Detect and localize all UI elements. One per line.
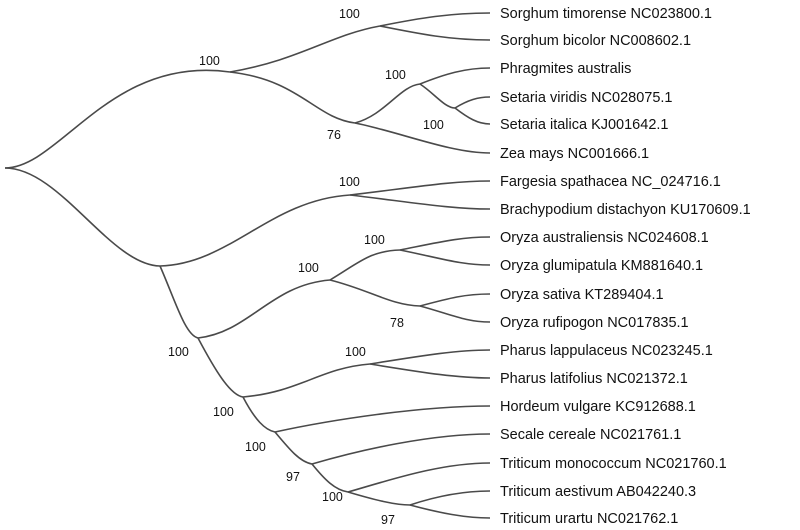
branch-to-oryza [197, 279, 331, 339]
taxon-label: Secale cereale NC021761.1 [500, 427, 681, 443]
taxon-label: Oryza rufipogon NC017835.1 [500, 315, 689, 331]
support-value-sorghum: 100 [339, 7, 360, 21]
branch-secale [311, 433, 491, 465]
support-value-fargesia-brachy: 100 [339, 175, 360, 189]
branch-panicoid-zea-group [229, 71, 356, 124]
branch-triticum-urartu [409, 504, 491, 519]
support-value-setaria: 100 [423, 118, 444, 132]
branch-to-setaria [419, 83, 456, 109]
branch-panicoid-sorghum [229, 25, 381, 73]
branch-pharus-latifolius [369, 363, 491, 379]
taxon-label: Triticum aestivum AB042240.3 [500, 484, 696, 500]
support-value-pooid-c: 97 [286, 470, 300, 484]
support-value-pooid-b: 100 [245, 440, 266, 454]
support-value-oryza-a: 100 [364, 233, 385, 247]
branch-triticum-monococcum [347, 462, 491, 493]
support-value-setaria-phragmites: 100 [385, 68, 406, 82]
support-value-triticum: 100 [322, 490, 343, 504]
taxon-label: Sorghum bicolor NC008602.1 [500, 33, 691, 49]
branch-oryza-sativa [419, 293, 491, 307]
taxon-label: Pharus latifolius NC021372.1 [500, 371, 688, 387]
taxon-label: Sorghum timorense NC023800.1 [500, 6, 712, 22]
support-value-zea-group: 76 [327, 128, 341, 142]
branch-lower-fargesia-group [159, 194, 351, 267]
support-value-oryza-b: 78 [390, 316, 404, 330]
branch-root-lower [4, 167, 161, 267]
branch-lower-main [159, 265, 199, 339]
branch-oryza-b [329, 279, 421, 307]
taxon-label: Oryza glumipatula KM881640.1 [500, 258, 703, 274]
taxon-label: Hordeum vulgare KC912688.1 [500, 399, 696, 415]
branch-to-pharus [242, 363, 371, 398]
branch-oryza-a [329, 249, 401, 281]
branch-setaria-italica [454, 107, 491, 125]
branch-to-triticum-b [347, 491, 411, 506]
support-value-triticum-b: 97 [381, 513, 395, 527]
taxon-label: Oryza sativa KT289404.1 [500, 287, 664, 303]
taxon-label: Pharus lappulaceus NC023245.1 [500, 343, 713, 359]
taxon-label: Brachypodium distachyon KU170609.1 [500, 202, 751, 218]
branch-to-pooid [242, 396, 276, 433]
branch-to-lower [197, 337, 244, 398]
branch-hordeum [274, 405, 491, 433]
taxon-label: Triticum urartu NC021762.1 [500, 511, 678, 527]
branch-root-upper [4, 69, 231, 169]
taxon-label: Setaria viridis NC028075.1 [500, 90, 672, 106]
branch-oryza-rufipogon [419, 305, 491, 323]
tree-branches [4, 12, 491, 519]
branch-triticum-aestivum [409, 490, 491, 506]
branch-brachypodium [349, 194, 491, 210]
support-value-oryza: 100 [298, 261, 319, 275]
support-value-pooid-a: 100 [213, 405, 234, 419]
branch-oryza-australiensis [399, 236, 491, 251]
branch-to-secale-group [274, 431, 313, 465]
taxon-label: Triticum monococcum NC021760.1 [500, 456, 727, 472]
support-value-panicoid: 100 [199, 54, 220, 68]
branch-pharus-lappulaceus [369, 349, 491, 365]
branch-oryza-glumipatula [399, 249, 491, 266]
branch-zea-to-setaria-group [354, 83, 421, 124]
branch-zea-mays [354, 122, 491, 154]
support-values: 100 100 100 100 76 100 100 100 78 100 10… [168, 7, 444, 527]
branch-to-triticum [311, 463, 349, 493]
branch-fargesia [349, 180, 491, 196]
branch-phragmites [419, 67, 491, 85]
taxon-label: Zea mays NC001666.1 [500, 146, 649, 162]
branch-setaria-viridis [454, 96, 491, 109]
support-value-pharus: 100 [345, 345, 366, 359]
taxon-label: Phragmites australis [500, 61, 631, 77]
branch-sorghum-timorense [379, 12, 491, 27]
support-value-lower: 100 [168, 345, 189, 359]
taxon-label: Oryza australiensis NC024608.1 [500, 230, 709, 246]
taxon-label: Fargesia spathacea NC_024716.1 [500, 174, 721, 190]
branch-sorghum-bicolor [379, 25, 491, 41]
taxon-labels: Sorghum timorense NC023800.1 Sorghum bic… [500, 6, 751, 527]
taxon-label: Setaria italica KJ001642.1 [500, 117, 668, 133]
